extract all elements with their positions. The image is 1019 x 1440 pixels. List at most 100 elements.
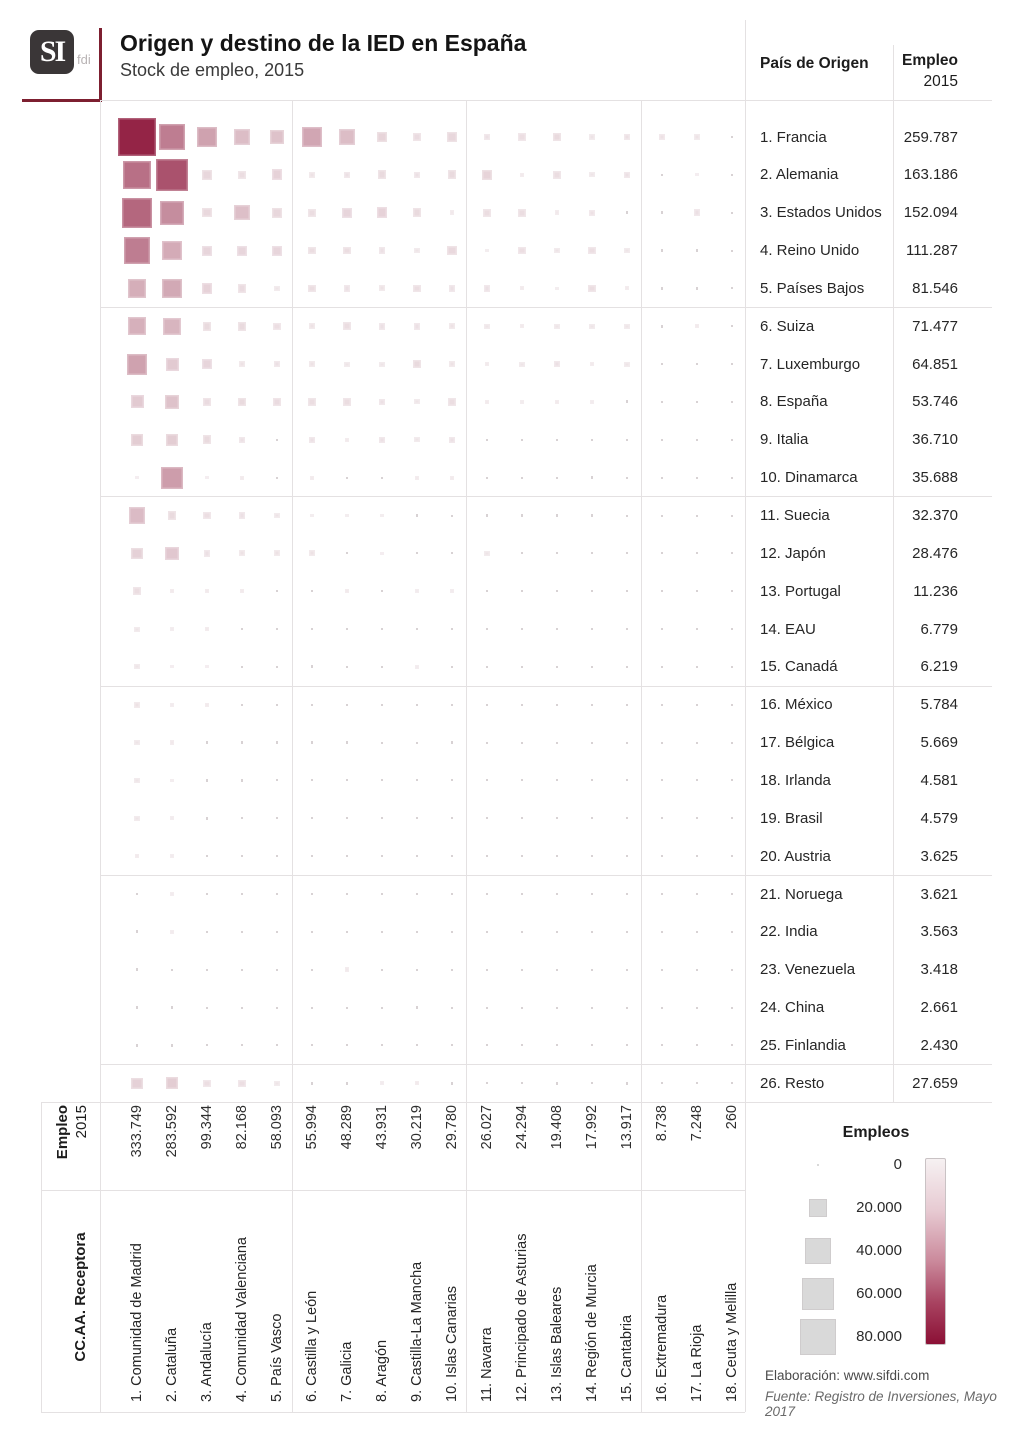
grid-vline	[41, 1102, 42, 1412]
matrix-cell	[625, 211, 629, 215]
origin-country-row: 5. Países Bajos 81.546	[760, 269, 958, 307]
matrix-cell	[624, 248, 630, 254]
region-label: 2. Cataluña	[164, 1327, 180, 1402]
origin-country-name: 24. China	[760, 999, 825, 1017]
matrix-cell	[165, 546, 179, 561]
matrix-cell	[486, 930, 488, 933]
matrix-cell	[731, 628, 733, 631]
matrix-cell	[731, 968, 733, 971]
region-label: 13. Islas Baleares	[549, 1286, 565, 1402]
matrix-cell	[588, 209, 596, 216]
matrix-cell	[380, 476, 384, 479]
matrix-cell	[163, 317, 181, 335]
origin-country-name: 12. Japón	[760, 544, 826, 562]
matrix-cell	[240, 627, 244, 631]
matrix-cell	[661, 779, 663, 782]
matrix-cell	[450, 1081, 454, 1085]
origin-country-value: 2.661	[920, 999, 958, 1017]
matrix-cell	[135, 968, 139, 972]
logo-text: SI	[39, 35, 66, 68]
grid-vline	[745, 20, 746, 1412]
matrix-cell	[450, 741, 454, 744]
matrix-cell	[345, 627, 349, 631]
legend-size-label: 80.000	[856, 1328, 902, 1345]
matrix-cell	[695, 287, 699, 290]
origin-country-name: 16. México	[760, 696, 833, 714]
matrix-cell	[165, 357, 179, 371]
region-label: 3. Andalucía	[199, 1322, 215, 1402]
region-label: 18. Ceuta y Melilla	[724, 1282, 740, 1402]
matrix-cell	[201, 245, 213, 256]
matrix-cell	[201, 282, 213, 294]
matrix-cell	[626, 552, 628, 555]
grid-hline	[100, 307, 992, 308]
matrix-cell	[521, 590, 523, 593]
matrix-cell	[483, 208, 491, 217]
grid-vline	[100, 100, 101, 1412]
matrix-cell	[343, 171, 351, 179]
matrix-cell	[731, 287, 733, 290]
matrix-cell	[127, 278, 147, 298]
matrix-cell	[202, 435, 212, 445]
matrix-cell	[134, 701, 140, 708]
origin-country-value: 4.579	[920, 809, 958, 827]
column-total: 48.289	[339, 1105, 355, 1150]
matrix-cell	[205, 892, 209, 896]
matrix-cell	[240, 665, 244, 669]
matrix-cell	[486, 855, 488, 858]
matrix-cell	[127, 317, 147, 336]
logo-corner-horizontal	[22, 99, 102, 102]
matrix-cell	[135, 476, 139, 480]
matrix-cell	[341, 207, 353, 218]
matrix-cell	[520, 514, 524, 517]
totals-axis-header: Empleo 2015	[53, 1105, 91, 1185]
matrix-cell	[128, 507, 146, 524]
matrix-cell	[591, 665, 593, 668]
matrix-cell	[275, 741, 279, 744]
column-total: 333.749	[129, 1105, 145, 1158]
matrix-cell	[416, 930, 418, 933]
matrix-cell	[380, 627, 384, 631]
matrix-cell	[696, 665, 698, 668]
matrix-cell	[486, 779, 488, 782]
matrix-cell	[416, 628, 418, 631]
matrix-cell	[451, 552, 453, 555]
matrix-cell	[451, 779, 453, 782]
matrix-cell	[591, 893, 593, 895]
matrix-cell	[275, 438, 279, 441]
origin-country-value: 4.581	[920, 771, 958, 789]
matrix-cell	[380, 930, 384, 933]
origin-country-name: 6. Suiza	[760, 317, 815, 335]
matrix-cell	[590, 476, 594, 480]
matrix-cell	[695, 362, 699, 366]
matrix-cell	[484, 323, 490, 329]
matrix-cell	[555, 627, 559, 631]
origin-country-row: 25. Finlandia 2.430	[760, 1026, 958, 1064]
matrix-cell	[309, 475, 315, 480]
matrix-cell	[414, 399, 420, 405]
matrix-cell	[343, 246, 351, 255]
matrix-cell	[310, 590, 314, 593]
matrix-cell	[451, 1044, 453, 1047]
matrix-cell	[519, 324, 525, 329]
matrix-cell	[413, 284, 421, 293]
matrix-cell	[346, 1006, 348, 1009]
origin-country-value: 27.659	[912, 1074, 958, 1092]
matrix-cell	[241, 855, 243, 858]
matrix-cell	[346, 1044, 348, 1047]
matrix-cell	[591, 779, 593, 782]
matrix-cell	[556, 930, 558, 933]
matrix-cell	[240, 741, 244, 745]
matrix-cell	[165, 1077, 179, 1090]
matrix-cell	[416, 741, 418, 744]
matrix-cell	[239, 550, 245, 557]
grid-vline	[292, 100, 293, 1412]
matrix-cell	[731, 665, 733, 668]
matrix-cell	[308, 284, 316, 293]
matrix-cell	[308, 398, 316, 406]
matrix-cell	[486, 665, 488, 668]
matrix-cell	[590, 438, 594, 441]
grid-vline	[466, 100, 467, 1412]
matrix-cell	[134, 815, 140, 821]
matrix-cell	[731, 855, 733, 858]
